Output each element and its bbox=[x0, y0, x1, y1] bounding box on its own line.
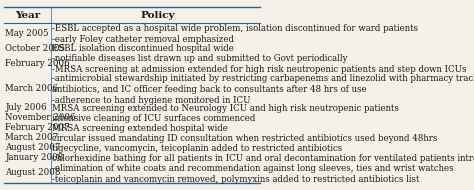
Text: March 2007: March 2007 bbox=[5, 133, 58, 142]
Text: August 2007: August 2007 bbox=[5, 143, 61, 152]
Text: chlorhexidine bathing for all patients in ICU and oral decontamination for venti: chlorhexidine bathing for all patients i… bbox=[52, 154, 474, 163]
Text: February 2007: February 2007 bbox=[5, 124, 70, 132]
Text: February 2006: February 2006 bbox=[5, 59, 70, 67]
Text: July 2006: July 2006 bbox=[5, 104, 47, 112]
Text: November 2006: November 2006 bbox=[5, 113, 76, 123]
Text: May 2005: May 2005 bbox=[5, 28, 49, 38]
Text: Year: Year bbox=[15, 10, 40, 20]
Text: -elimination of white coats and recommendation against long sleeves, ties and wr: -elimination of white coats and recommen… bbox=[52, 164, 454, 184]
Text: January 2008: January 2008 bbox=[5, 154, 64, 162]
Text: -ESBL accepted as a hospital wide problem, isolation discontinued for ward patie: -ESBL accepted as a hospital wide proble… bbox=[52, 24, 418, 44]
Text: intensive cleaning of ICU surfaces commenced: intensive cleaning of ICU surfaces comme… bbox=[52, 114, 255, 123]
Text: March 2006: March 2006 bbox=[5, 84, 58, 93]
Text: ESBL isolation discontinued hospital wide: ESBL isolation discontinued hospital wid… bbox=[52, 44, 234, 53]
Text: MRSA screening extended hospital wide: MRSA screening extended hospital wide bbox=[52, 124, 228, 133]
Text: MRSA screening extended to Neurology ICU and high risk neutropenic patients: MRSA screening extended to Neurology ICU… bbox=[52, 104, 399, 113]
Text: -antimicrobial stewardship initiated by restricting carbapenems and linezolid wi: -antimicrobial stewardship initiated by … bbox=[52, 74, 474, 105]
Text: October 2005: October 2005 bbox=[5, 44, 65, 53]
Text: tigecycline, vancomycin, teicoplanin added to restricted antibiotics: tigecycline, vancomycin, teicoplanin add… bbox=[52, 144, 343, 153]
Text: Policy: Policy bbox=[141, 10, 175, 20]
Text: circular issued mandating ID consultation when restricted antibiotics used beyon: circular issued mandating ID consultatio… bbox=[52, 134, 438, 143]
Text: -notifiable diseases list drawn up and submitted to Govt periodically
-MRSA scre: -notifiable diseases list drawn up and s… bbox=[52, 54, 467, 74]
Text: August 2008: August 2008 bbox=[5, 169, 61, 177]
